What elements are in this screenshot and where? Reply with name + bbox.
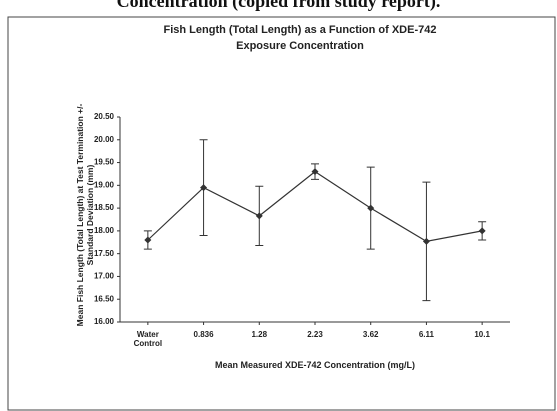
y-tick-label: 20.00 [94, 135, 115, 144]
y-tick-label: 16.50 [94, 294, 115, 303]
y-tick-label: 19.00 [94, 180, 115, 189]
data-point [478, 227, 486, 235]
y-tick-label: 17.00 [94, 272, 115, 281]
data-point [144, 236, 152, 244]
caption: Concentration (copied from study report)… [116, 0, 441, 11]
y-tick-label: 18.50 [94, 203, 115, 212]
x-tick-label: Water Control [133, 330, 163, 348]
y-tick-label: 18.00 [94, 226, 115, 235]
y-tick-label: 19.50 [94, 158, 115, 167]
y-tick-label: 17.50 [94, 249, 115, 258]
data-point [422, 237, 430, 245]
data-point [200, 184, 208, 192]
x-tick-label: 2.23 [307, 330, 323, 339]
x-tick-label: 1.28 [251, 330, 268, 339]
x-tick-label: 0.836 [193, 330, 214, 339]
x-axis-label: Mean Measured XDE-742 Concentration (mg/… [214, 360, 416, 370]
data-point [255, 212, 263, 220]
y-axis-label: Mean Fish Length (Total Length) at Test … [75, 103, 95, 327]
data-line [147, 170, 483, 242]
x-tick-label: 3.62 [362, 330, 379, 339]
chart-frame [7, 16, 556, 411]
x-tick-label: 10.1 [474, 330, 490, 339]
x-tick-label: 6.11 [418, 330, 434, 339]
data-point [311, 168, 319, 176]
data-point [367, 204, 375, 212]
y-tick-label: 16.00 [94, 317, 115, 326]
y-tick-label: 20.50 [94, 112, 115, 121]
chart-title: Fish Length (Total Length) as a Function… [163, 24, 437, 52]
